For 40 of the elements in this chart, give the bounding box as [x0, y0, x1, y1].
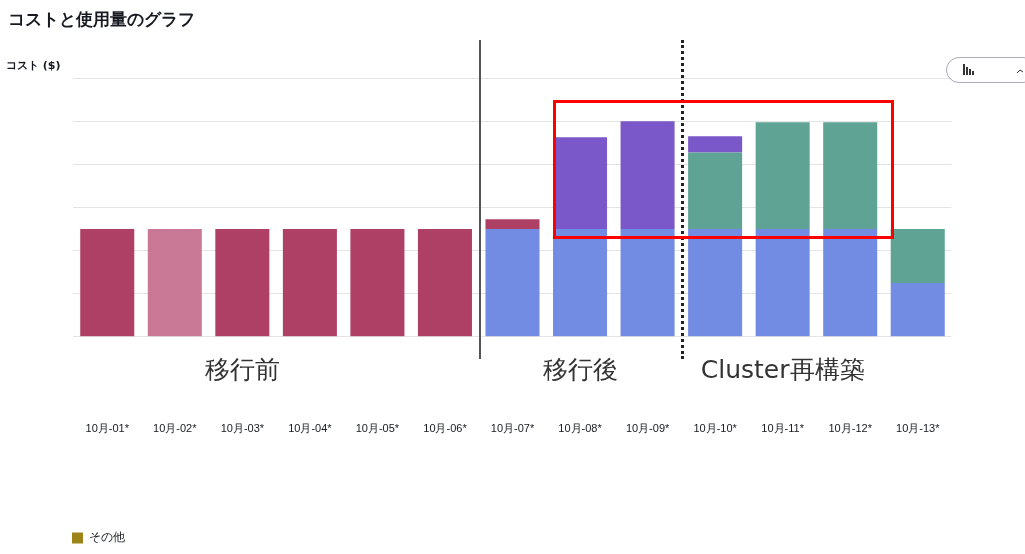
- bar: [553, 228, 608, 337]
- x-tick-label: 10月-02*: [153, 422, 198, 435]
- bar: [215, 228, 270, 337]
- bar: [553, 137, 608, 229]
- bar: [823, 122, 878, 229]
- bar: [417, 228, 472, 337]
- bar: [890, 228, 945, 283]
- bar: [80, 228, 135, 337]
- bar: [620, 121, 675, 229]
- text: 移行後: [542, 353, 618, 386]
- x-tick-label: 10月-03*: [220, 422, 265, 435]
- bar: [350, 228, 405, 337]
- x-tick-label: 10月-01*: [85, 422, 130, 435]
- bar: [823, 228, 878, 337]
- bar: [620, 228, 675, 337]
- x-tick-label: 10月-11*: [761, 422, 805, 435]
- legend-label: その他: [89, 530, 125, 545]
- x-tick-label: 10月-12*: [828, 422, 873, 435]
- text: 移行前: [204, 353, 280, 386]
- x-tick-label: 10月-09*: [625, 422, 670, 435]
- x-tick-label: 10月-08*: [558, 422, 603, 435]
- x-tick-label: 10月-05*: [355, 422, 400, 435]
- chart-title: コストと使用量のグラフ: [8, 8, 195, 31]
- x-tick-label: 10月-06*: [423, 422, 468, 435]
- bar: [485, 219, 540, 229]
- bar: [688, 228, 743, 337]
- y-axis-title: コスト ($): [6, 58, 61, 73]
- x-tick-label: 10月-07*: [490, 422, 535, 435]
- x-tick-label: 10月-13*: [896, 422, 941, 435]
- bar: [755, 122, 810, 229]
- bar: [755, 228, 810, 337]
- bar: [890, 282, 945, 337]
- bar: [282, 228, 337, 337]
- text: Cluster再構築: [700, 353, 865, 386]
- bar: [485, 228, 540, 337]
- bar: [688, 136, 743, 153]
- bar: [147, 228, 202, 337]
- x-tick-label: 10月-10*: [693, 422, 738, 435]
- bar: [688, 152, 743, 229]
- x-tick-label: 10月-04*: [288, 422, 333, 435]
